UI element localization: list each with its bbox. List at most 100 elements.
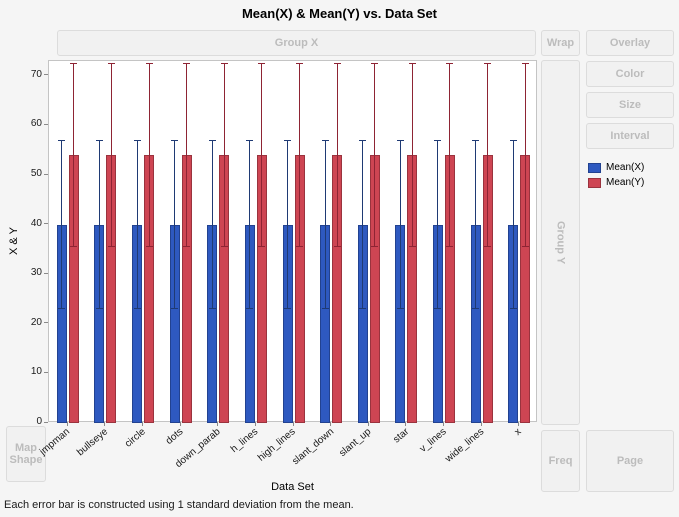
dropzone-overlay[interactable]: Overlay	[586, 30, 674, 56]
error-bar-cap	[133, 308, 141, 310]
error-bar-cap	[95, 139, 103, 141]
error-bar-cap	[284, 139, 291, 141]
error-bar-cap	[434, 139, 442, 141]
error-bar-cap	[145, 246, 153, 248]
dropzone-size[interactable]: Size	[586, 92, 674, 118]
error-bar-cap	[107, 246, 115, 248]
x-category-label: slant_up	[337, 426, 374, 460]
x-axis-title[interactable]: Data Set	[271, 481, 314, 493]
error-bar	[287, 140, 288, 309]
plot-area[interactable]	[48, 60, 537, 423]
x-category-label: bullseye	[74, 426, 110, 459]
y-axis-tick	[44, 74, 48, 76]
error-bar-cap	[58, 139, 66, 141]
x-axis-tick	[367, 422, 369, 426]
error-bar	[299, 63, 300, 247]
x-category-label: dots	[163, 426, 186, 447]
error-bar-cap	[333, 246, 341, 248]
error-bar	[399, 140, 401, 309]
dropzone-interval[interactable]: Interval	[586, 123, 674, 149]
legend-swatch[interactable]	[588, 177, 601, 188]
error-bar	[324, 140, 326, 309]
y-axis-tick-label: 0	[36, 416, 42, 427]
y-axis-tick	[44, 371, 48, 373]
error-bar-cap	[145, 62, 153, 64]
error-bar-cap	[321, 308, 329, 310]
x-axis-tick	[142, 422, 144, 426]
y-axis-tick-label: 10	[30, 366, 42, 378]
y-axis-tick	[44, 123, 48, 125]
error-bar-cap	[171, 308, 179, 310]
legend-swatch[interactable]	[588, 162, 601, 173]
error-bar-cap	[133, 139, 141, 141]
y-axis-tick	[44, 322, 48, 324]
dropzone-freq[interactable]: Freq	[541, 430, 580, 492]
error-bar	[437, 140, 439, 309]
error-bar-cap	[359, 139, 367, 141]
error-bar-cap	[333, 62, 341, 64]
error-bar-cap	[472, 308, 480, 310]
x-category-label: x	[512, 426, 524, 438]
error-bar-cap	[321, 139, 329, 141]
error-bar-cap	[371, 62, 379, 64]
error-bar	[73, 63, 75, 247]
error-bar-cap	[246, 139, 254, 141]
x-axis-tick	[442, 422, 444, 426]
y-axis-tick	[44, 272, 48, 274]
legend-item[interactable]: Mean(Y)	[588, 177, 644, 188]
error-bar-cap	[183, 62, 191, 64]
y-axis-tick-label: 40	[30, 217, 42, 229]
error-bar-cap	[58, 308, 66, 310]
chart-title: Mean(X) & Mean(Y) vs. Data Set	[241, 6, 438, 21]
dropzone-group-y[interactable]: Group Y	[541, 60, 580, 425]
error-bar	[249, 140, 251, 309]
x-axis-tick	[104, 422, 106, 426]
dropzone-color[interactable]: Color	[586, 61, 674, 87]
dropzone-map-shape[interactable]: Map Shape	[6, 426, 46, 482]
error-bar	[524, 63, 526, 247]
error-bar-cap	[472, 139, 480, 141]
x-category-label: wide_lines	[443, 426, 487, 465]
error-bar	[136, 140, 138, 309]
x-category-label: h_lines	[229, 426, 261, 456]
x-axis-tick	[330, 422, 332, 426]
dropzone-group-x[interactable]: Group X	[57, 30, 536, 56]
legend-label: Mean(Y)	[606, 177, 645, 188]
error-bar	[61, 140, 63, 309]
legend-item[interactable]: Mean(X)	[588, 162, 644, 173]
error-bar-cap	[296, 246, 303, 248]
error-bar-cap	[521, 62, 529, 64]
y-axis-tick-label: 20	[30, 316, 42, 328]
error-bar-cap	[484, 246, 492, 248]
error-bar-cap	[434, 308, 442, 310]
x-axis-tick	[518, 422, 520, 426]
y-axis-tick	[44, 421, 48, 423]
error-bar-cap	[183, 246, 191, 248]
y-axis-tick-label: 50	[30, 168, 42, 180]
error-bar	[211, 140, 213, 309]
error-bar-cap	[408, 246, 416, 248]
error-bar	[223, 63, 225, 247]
y-axis-tick-label: 30	[30, 267, 42, 279]
x-axis-tick	[66, 422, 68, 426]
error-bar-cap	[371, 246, 379, 248]
y-axis-tick	[44, 223, 48, 225]
error-bar-cap	[171, 139, 179, 141]
error-bar-cap	[220, 246, 228, 248]
x-axis-tick	[254, 422, 256, 426]
error-bar-cap	[208, 139, 216, 141]
error-bar-footnote: Each error bar is constructed using 1 st…	[4, 499, 354, 511]
error-bar-cap	[70, 62, 78, 64]
x-axis-tick	[217, 422, 219, 426]
y-axis-tick	[44, 173, 48, 175]
y-axis-title[interactable]: X & Y	[8, 227, 20, 255]
dropzone-page[interactable]: Page	[586, 430, 674, 492]
dropzone-wrap[interactable]: Wrap	[541, 30, 580, 56]
error-bar	[475, 140, 477, 309]
x-category-label: v_lines	[417, 426, 449, 455]
error-bar-cap	[95, 308, 103, 310]
error-bar	[261, 63, 263, 247]
legend-label: Mean(X)	[606, 162, 645, 173]
x-category-label: circle	[122, 426, 148, 450]
